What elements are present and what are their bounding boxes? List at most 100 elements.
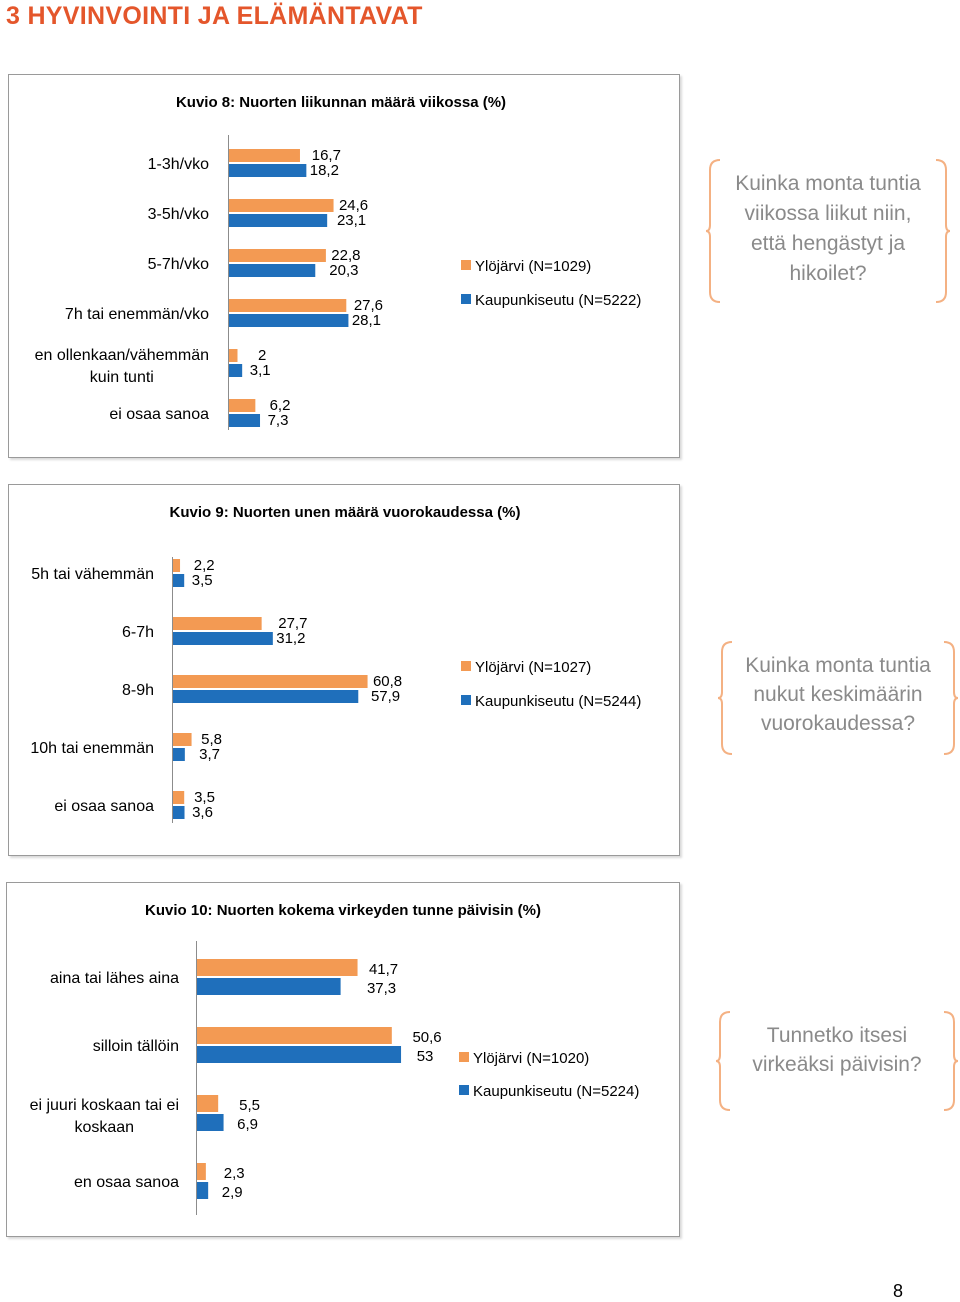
data-label: 5,8	[201, 731, 222, 748]
chart-panel-kuvio-9: Kuvio 9: Nuorten unen määrä vuorokaudess…	[8, 484, 680, 856]
legend-label: Kaupunkiseutu (N=5224)	[473, 1083, 639, 1100]
category-group: 5h tai vähemmän 2,23,5	[31, 557, 214, 589]
data-label: 7,3	[268, 412, 289, 429]
category-label: 5h tai vähemmän	[31, 566, 154, 583]
category-group: 8-9h 60,857,9	[122, 673, 402, 705]
category-label: ei osaa sanoa	[109, 406, 209, 423]
data-label: 53	[417, 1048, 434, 1065]
category-group: 1-3h/vko 16,718,2	[148, 147, 341, 179]
category-label: 10h tai enemmän	[30, 740, 154, 757]
callout-bracket-left	[706, 159, 721, 303]
callout-text-line: viikossa liikut niin,	[745, 202, 912, 225]
data-label: 3,5	[194, 789, 215, 806]
category-group: 7h tai enemmän/vko 27,628,1	[65, 297, 383, 329]
data-label: 5,5	[239, 1097, 260, 1114]
category-label: silloin tällöin	[93, 1038, 179, 1055]
callout-bracket-right	[943, 641, 958, 755]
bar-ylojarvi	[229, 149, 300, 162]
data-label: 24,6	[339, 197, 368, 214]
bar-kaupunkiseutu	[197, 1182, 209, 1199]
callout-text-line: hikoilet?	[789, 262, 866, 285]
chart-panel-kuvio-8: Kuvio 8: Nuorten liikunnan määrä viikoss…	[8, 74, 680, 458]
legend-label: Ylöjärvi (N=1020)	[473, 1050, 589, 1067]
data-label: 60,8	[373, 673, 402, 690]
callout-kuvio-9: Kuinka monta tuntia nukut keskimäärin vuor…	[718, 641, 958, 755]
callout-kuvio-8: Kuinka monta tuntia viikossa liikut niin,…	[706, 159, 950, 303]
callout-kuvio-10: Tunnetko itsesi virkeäksi päivisin?	[716, 1011, 958, 1111]
data-label: 28,1	[352, 312, 381, 329]
category-group: en ollenkaan/vähemmän kuin tunti 23,1	[35, 347, 271, 386]
category-label-line: ei juuri koskaan tai ei	[30, 1097, 179, 1114]
chart-title: Kuvio 10: Nuorten kokema virkeyden tunne…	[145, 902, 541, 919]
data-label: 3,5	[192, 572, 213, 589]
chart-title: Kuvio 8: Nuorten liikunnan määrä viikoss…	[176, 94, 506, 111]
callout-text-line: Kuinka monta tuntia	[735, 172, 921, 195]
data-label: 3,7	[199, 746, 220, 763]
bar-kaupunkiseutu	[229, 414, 261, 427]
chart-kuvio-8: Kuvio 8: Nuorten liikunnan määrä viikoss…	[35, 94, 641, 430]
bar-kaupunkiseutu	[229, 214, 328, 227]
category-group: 3-5h/vko 24,623,1	[148, 197, 369, 229]
bar-kaupunkiseutu	[197, 1114, 224, 1131]
category-label-line: en ollenkaan/vähemmän	[35, 347, 209, 364]
category-group: ei osaa sanoa 6,27,3	[109, 397, 290, 429]
data-label: 31,2	[276, 630, 305, 647]
callout-text-line: nukut keskimäärin	[753, 683, 922, 706]
bar-ylojarvi	[197, 1027, 392, 1044]
data-label: 2	[258, 347, 266, 364]
legend-swatch	[461, 260, 471, 270]
bar-kaupunkiseutu	[173, 806, 185, 819]
category-group: 6-7h 27,731,2	[122, 615, 307, 647]
data-label: 57,9	[371, 688, 400, 705]
data-label: 3,6	[192, 804, 213, 821]
bar-ylojarvi	[173, 559, 181, 572]
category-label: en ollenkaan/vähemmän kuin tunti	[35, 347, 209, 386]
data-label: 37,3	[367, 980, 396, 997]
data-label: 6,2	[270, 397, 291, 414]
bar-ylojarvi	[229, 199, 334, 212]
callout-text-line: vuorokaudessa?	[761, 712, 915, 735]
callout-text-line: että hengästyt ja	[751, 232, 905, 255]
callout-text-line: virkeäksi päivisin?	[752, 1053, 921, 1076]
category-label-line: koskaan	[74, 1119, 134, 1136]
category-label: 8-9h	[122, 682, 154, 699]
legend-label: Kaupunkiseutu (N=5222)	[475, 292, 641, 309]
data-label: 3,1	[250, 362, 271, 379]
bar-kaupunkiseutu	[229, 314, 349, 327]
bar-kaupunkiseutu	[173, 690, 359, 703]
bar-ylojarvi	[229, 299, 347, 312]
category-label: 5-7h/vko	[148, 256, 209, 273]
category-label: 3-5h/vko	[148, 206, 209, 223]
data-label: 23,1	[337, 212, 366, 229]
legend-swatch	[461, 695, 471, 705]
callout-text-line: Tunnetko itsesi	[767, 1024, 907, 1047]
category-label-line: kuin tunti	[90, 369, 154, 386]
data-label: 20,3	[329, 262, 358, 279]
callout-bracket-right	[935, 159, 950, 303]
bar-ylojarvi	[197, 959, 358, 976]
bar-ylojarvi	[197, 1095, 219, 1112]
legend-swatch	[461, 294, 471, 304]
category-label: aina tai lähes aina	[50, 970, 179, 987]
bar-ylojarvi	[173, 791, 185, 804]
bar-ylojarvi	[229, 349, 238, 362]
category-label: 6-7h	[122, 624, 154, 641]
bar-ylojarvi	[173, 733, 192, 746]
section-heading: 3 HYVINVOINTI JA ELÄMÄNTAVAT	[6, 2, 423, 30]
bar-kaupunkiseutu	[229, 164, 307, 177]
data-label: 6,9	[237, 1116, 258, 1133]
category-group: en osaa sanoa 2,3 2,9	[74, 1163, 245, 1201]
data-label: 27,7	[278, 615, 307, 632]
category-label: ei juuri koskaan tai ei koskaan	[30, 1097, 179, 1136]
data-label: 50,6	[412, 1029, 441, 1046]
data-label: 16,7	[312, 147, 341, 164]
category-group: ei osaa sanoa 3,53,6	[54, 789, 215, 821]
data-label: 18,2	[310, 162, 339, 179]
chart-kuvio-9: Kuvio 9: Nuorten unen määrä vuorokaudess…	[30, 504, 641, 823]
bar-ylojarvi	[173, 617, 262, 630]
category-label: ei osaa sanoa	[54, 798, 154, 815]
data-label: 27,6	[354, 297, 383, 314]
bar-ylojarvi	[197, 1163, 206, 1180]
data-label: 2,9	[222, 1184, 243, 1201]
data-label: 22,8	[331, 247, 360, 264]
